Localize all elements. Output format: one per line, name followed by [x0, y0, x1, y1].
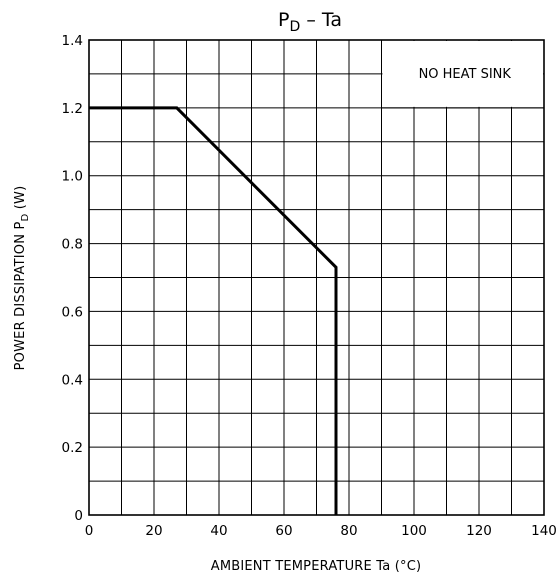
y-axis-label-subscript: D	[20, 213, 31, 221]
y-axis-label-main: POWER DISSIPATION P	[13, 221, 28, 370]
y-tick-label: 0.6	[62, 304, 83, 320]
y-tick-label: 0.8	[62, 237, 83, 253]
x-tick-label: 80	[340, 523, 357, 539]
chart-title-subscript: D	[290, 19, 301, 35]
y-tick-label: 1.4	[62, 33, 83, 49]
y-tick-label: 0.4	[62, 372, 83, 388]
derating-curve	[89, 106, 338, 515]
y-tick-label: 1.0	[62, 169, 83, 185]
y-tick-label: 1.2	[62, 101, 83, 117]
x-tick-label: 140	[531, 523, 557, 539]
x-tick-label: 60	[275, 523, 292, 539]
x-tick-labels: 0 20 40 60 80 100 120 140	[85, 523, 557, 539]
x-axis-label: AMBIENT TEMPERATURE Ta (°C)	[211, 559, 422, 574]
chart-title: PD – Ta	[278, 9, 342, 35]
chart-title-rest: – Ta	[300, 9, 342, 31]
x-tick-label: 40	[210, 523, 227, 539]
y-tick-label: 0	[74, 508, 83, 524]
annotation-no-heat-sink: NO HEAT SINK	[419, 67, 512, 82]
grid-lines	[89, 40, 544, 515]
plot-frame	[88, 39, 545, 516]
y-axis-label-rest: (W)	[13, 186, 28, 214]
y-axis-label: POWER DISSIPATION PD (W)	[13, 186, 31, 371]
x-tick-label: 0	[85, 523, 94, 539]
x-tick-label: 100	[401, 523, 427, 539]
y-tick-label: 0.2	[62, 440, 83, 456]
x-tick-label: 20	[145, 523, 162, 539]
annotation-background	[382, 41, 543, 107]
chart-title-main: P	[278, 9, 289, 31]
y-tick-labels: 0 0.2 0.4 0.6 0.8 1.0 1.2 1.4	[62, 33, 83, 524]
annotation-box: NO HEAT SINK	[381, 40, 544, 109]
x-tick-label: 120	[466, 523, 492, 539]
